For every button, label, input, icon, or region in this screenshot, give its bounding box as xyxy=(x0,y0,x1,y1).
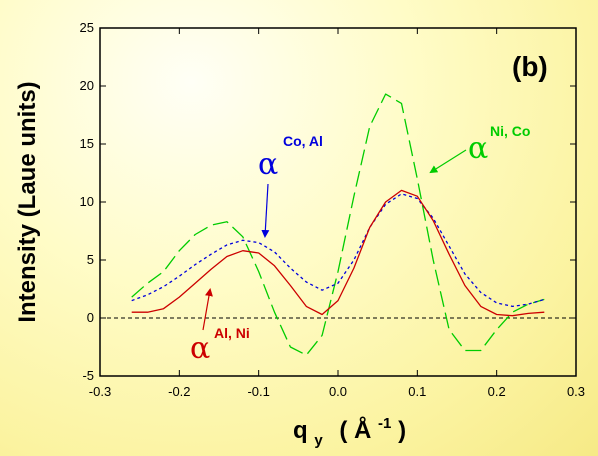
annotation-co-al: α Co, Al xyxy=(258,133,323,238)
y-tick-label: 20 xyxy=(80,78,94,93)
x-tick-label: -0.2 xyxy=(168,384,190,399)
x-axis-title-sup: -1 xyxy=(378,415,391,432)
y-tick-label: -5 xyxy=(82,368,94,383)
annotation-ni-co: α Ni, Co xyxy=(429,123,530,174)
series-ni-co-line xyxy=(131,93,545,356)
annotation-co-al-sub: Co, Al xyxy=(283,133,323,149)
x-tick-label: 0.3 xyxy=(567,384,585,399)
series-lines xyxy=(131,93,545,356)
annotation-al-ni: α Al, Ni xyxy=(190,288,250,366)
x-axis-title: q y ( Å -1 ) xyxy=(293,407,406,451)
x-axis-title-unit-open: ( xyxy=(339,417,347,444)
annotation-co-al-arrow xyxy=(261,183,270,238)
annotation-al-ni-sub: Al, Ni xyxy=(214,325,250,341)
x-axis-title-main: q xyxy=(293,417,308,444)
x-tick-label: 0.2 xyxy=(488,384,506,399)
axis-ticks: -0.3 -0.2 -0.1 0.0 0.1 0.2 0.3 -5 0 5 10 15 20 25 xyxy=(80,20,586,399)
x-axis-title-sub: y xyxy=(314,432,323,449)
panel-label: (b) xyxy=(512,51,548,82)
series-co-al-line xyxy=(131,193,545,308)
annotation-al-ni-arrow xyxy=(202,288,213,331)
x-tick-label: 0.1 xyxy=(408,384,426,399)
x-axis-title-unit: Å xyxy=(354,416,371,444)
annotation-ni-co-greek: α xyxy=(468,131,488,166)
y-tick-label: 25 xyxy=(80,20,94,35)
x-tick-label: 0.0 xyxy=(329,384,347,399)
x-tick-label: -0.3 xyxy=(89,384,111,399)
annotation-ni-co-arrow xyxy=(429,149,467,174)
y-tick-label: 5 xyxy=(87,252,94,267)
y-tick-label: 15 xyxy=(80,136,94,151)
annotation-ni-co-sub: Ni, Co xyxy=(490,123,530,139)
plot-frame xyxy=(99,27,577,377)
y-axis-title: Intensity (Laue units) xyxy=(14,81,41,322)
series-al-ni-line xyxy=(131,189,545,317)
annotation-co-al-greek: α xyxy=(258,147,278,182)
x-tick-label: -0.1 xyxy=(247,384,269,399)
y-tick-label: 0 xyxy=(87,310,94,325)
x-axis-title-unit-close: ) xyxy=(398,417,406,444)
annotation-al-ni-greek: α xyxy=(190,331,210,366)
y-tick-label: 10 xyxy=(80,194,94,209)
